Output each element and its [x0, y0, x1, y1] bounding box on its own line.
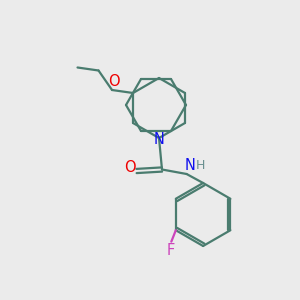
Text: O: O	[109, 74, 120, 89]
Text: N: N	[185, 158, 196, 173]
Text: H: H	[196, 159, 206, 172]
Text: F: F	[167, 243, 175, 258]
Text: O: O	[124, 160, 136, 175]
Text: N: N	[154, 132, 164, 147]
